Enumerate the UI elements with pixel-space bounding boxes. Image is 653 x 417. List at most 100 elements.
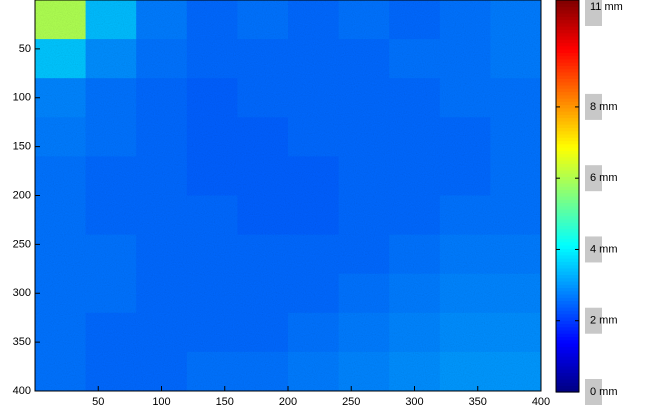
colorbar-segment — [556, 68, 579, 73]
colorbar-segment — [556, 166, 579, 171]
colorbar-segment — [556, 111, 579, 115]
colorbar-segment — [556, 19, 579, 24]
colorbar-segment — [556, 205, 579, 210]
colorbar-segment — [556, 267, 579, 272]
colorbar-segment — [556, 352, 579, 357]
colorbar-segment — [556, 153, 579, 158]
colorbar-segment — [556, 62, 579, 66]
colorbar-segment — [556, 336, 579, 341]
colorbar-segment — [556, 6, 579, 11]
colorbar-segment — [556, 261, 579, 266]
colorbar-segment — [556, 258, 579, 262]
colorbar-segment — [556, 277, 579, 282]
colorbar-segment — [556, 143, 579, 148]
colorbar-segment — [556, 333, 579, 338]
colorbar-segment — [556, 75, 579, 79]
colorbar-segment — [556, 346, 579, 351]
colorbar-segment — [556, 323, 579, 328]
colorbar-segment — [556, 182, 579, 187]
colorbar-segment — [556, 120, 579, 125]
colorbar-segment — [556, 71, 579, 76]
colorbar-segment — [556, 42, 579, 47]
colorbar-segment — [556, 179, 579, 184]
colorbar-segment — [556, 91, 579, 96]
label-box — [585, 236, 602, 263]
colorbar-segment — [556, 248, 579, 253]
colorbar-segment — [556, 3, 579, 8]
colorbar-segment — [556, 228, 579, 233]
colorbar-segment — [556, 114, 579, 119]
colorbar-segment — [556, 98, 579, 102]
colorbar-segment — [556, 55, 579, 60]
colorbar-segment — [556, 287, 579, 292]
y-tick-label: 200 — [13, 189, 31, 201]
colorbar-segment — [556, 254, 579, 259]
colorbar-segment — [556, 26, 579, 30]
colorbar-segment — [556, 356, 579, 360]
x-tick-label: 100 — [152, 396, 170, 408]
colorbar-segment — [556, 127, 579, 132]
colorbar-segment — [556, 382, 579, 387]
x-tick-label: 50 — [92, 396, 104, 408]
x-tick-label: 200 — [279, 396, 297, 408]
colorbar-segment — [556, 209, 579, 213]
colorbar-segment — [556, 307, 579, 311]
colorbar-segment — [556, 369, 579, 373]
colorbar-segment — [556, 362, 579, 367]
x-tick-label: 150 — [216, 396, 234, 408]
colorbar-segment — [556, 310, 579, 315]
colorbar-segment — [556, 176, 579, 181]
colorbar-segment — [556, 294, 579, 298]
colorbar-segment — [556, 375, 579, 380]
colorbar-label: 8 mm — [590, 101, 618, 113]
colorbar-segment — [556, 9, 579, 14]
texture — [35, 0, 541, 391]
colorbar-segment — [556, 313, 579, 318]
y-tick-label: 400 — [13, 385, 31, 397]
colorbar-segment — [556, 186, 579, 191]
colorbar-segment — [556, 147, 579, 151]
colorbar-segment — [556, 58, 579, 63]
colorbar-label: 6 mm — [590, 172, 618, 184]
colorbar-segment — [556, 101, 579, 106]
colorbar-segment — [556, 16, 579, 21]
colorbar-segment — [556, 0, 579, 4]
colorbar-segment — [556, 215, 579, 220]
colorbar-segment — [556, 274, 579, 279]
colorbar-segment — [556, 173, 579, 177]
y-tick-label: 100 — [13, 92, 31, 104]
colorbar-segment — [556, 300, 579, 305]
colorbar-segment — [556, 32, 579, 37]
colorbar-frame — [555, 0, 580, 393]
colorbar-segment — [556, 22, 579, 27]
colorbar-segment — [556, 107, 579, 112]
colorbar-segment — [556, 104, 579, 109]
colorbar-segment — [556, 169, 579, 174]
colorbar-segment — [556, 35, 579, 40]
colorbar-segment — [556, 316, 579, 321]
colorbar-segment — [556, 212, 579, 217]
colorbar-segment — [556, 88, 579, 93]
colorbar-segment — [556, 231, 579, 236]
colorbar-segment — [556, 349, 579, 354]
label-box — [585, 379, 602, 405]
colorbar-segment — [556, 235, 579, 240]
colorbar-segment — [556, 196, 579, 200]
colorbar-segment — [556, 13, 579, 17]
colorbar-segment — [556, 65, 579, 70]
colorbar-segment — [556, 343, 579, 347]
colorbar-segment — [556, 385, 579, 390]
colorbar-segment — [556, 378, 579, 383]
colorbar-segment — [556, 359, 579, 364]
colorbar-segment — [556, 163, 579, 168]
colorbar-segment — [556, 124, 579, 128]
colorbar-segment — [556, 81, 579, 86]
colorbar-segment — [556, 372, 579, 377]
colorbar-segment — [556, 339, 579, 344]
colorbar-label: 11 mm — [590, 1, 623, 13]
colorbar-segment — [556, 117, 579, 122]
colorbar-segment — [556, 225, 579, 230]
y-tick-label: 300 — [13, 287, 31, 299]
colorbar-segment — [556, 156, 579, 161]
colorbar-segment — [556, 133, 579, 138]
